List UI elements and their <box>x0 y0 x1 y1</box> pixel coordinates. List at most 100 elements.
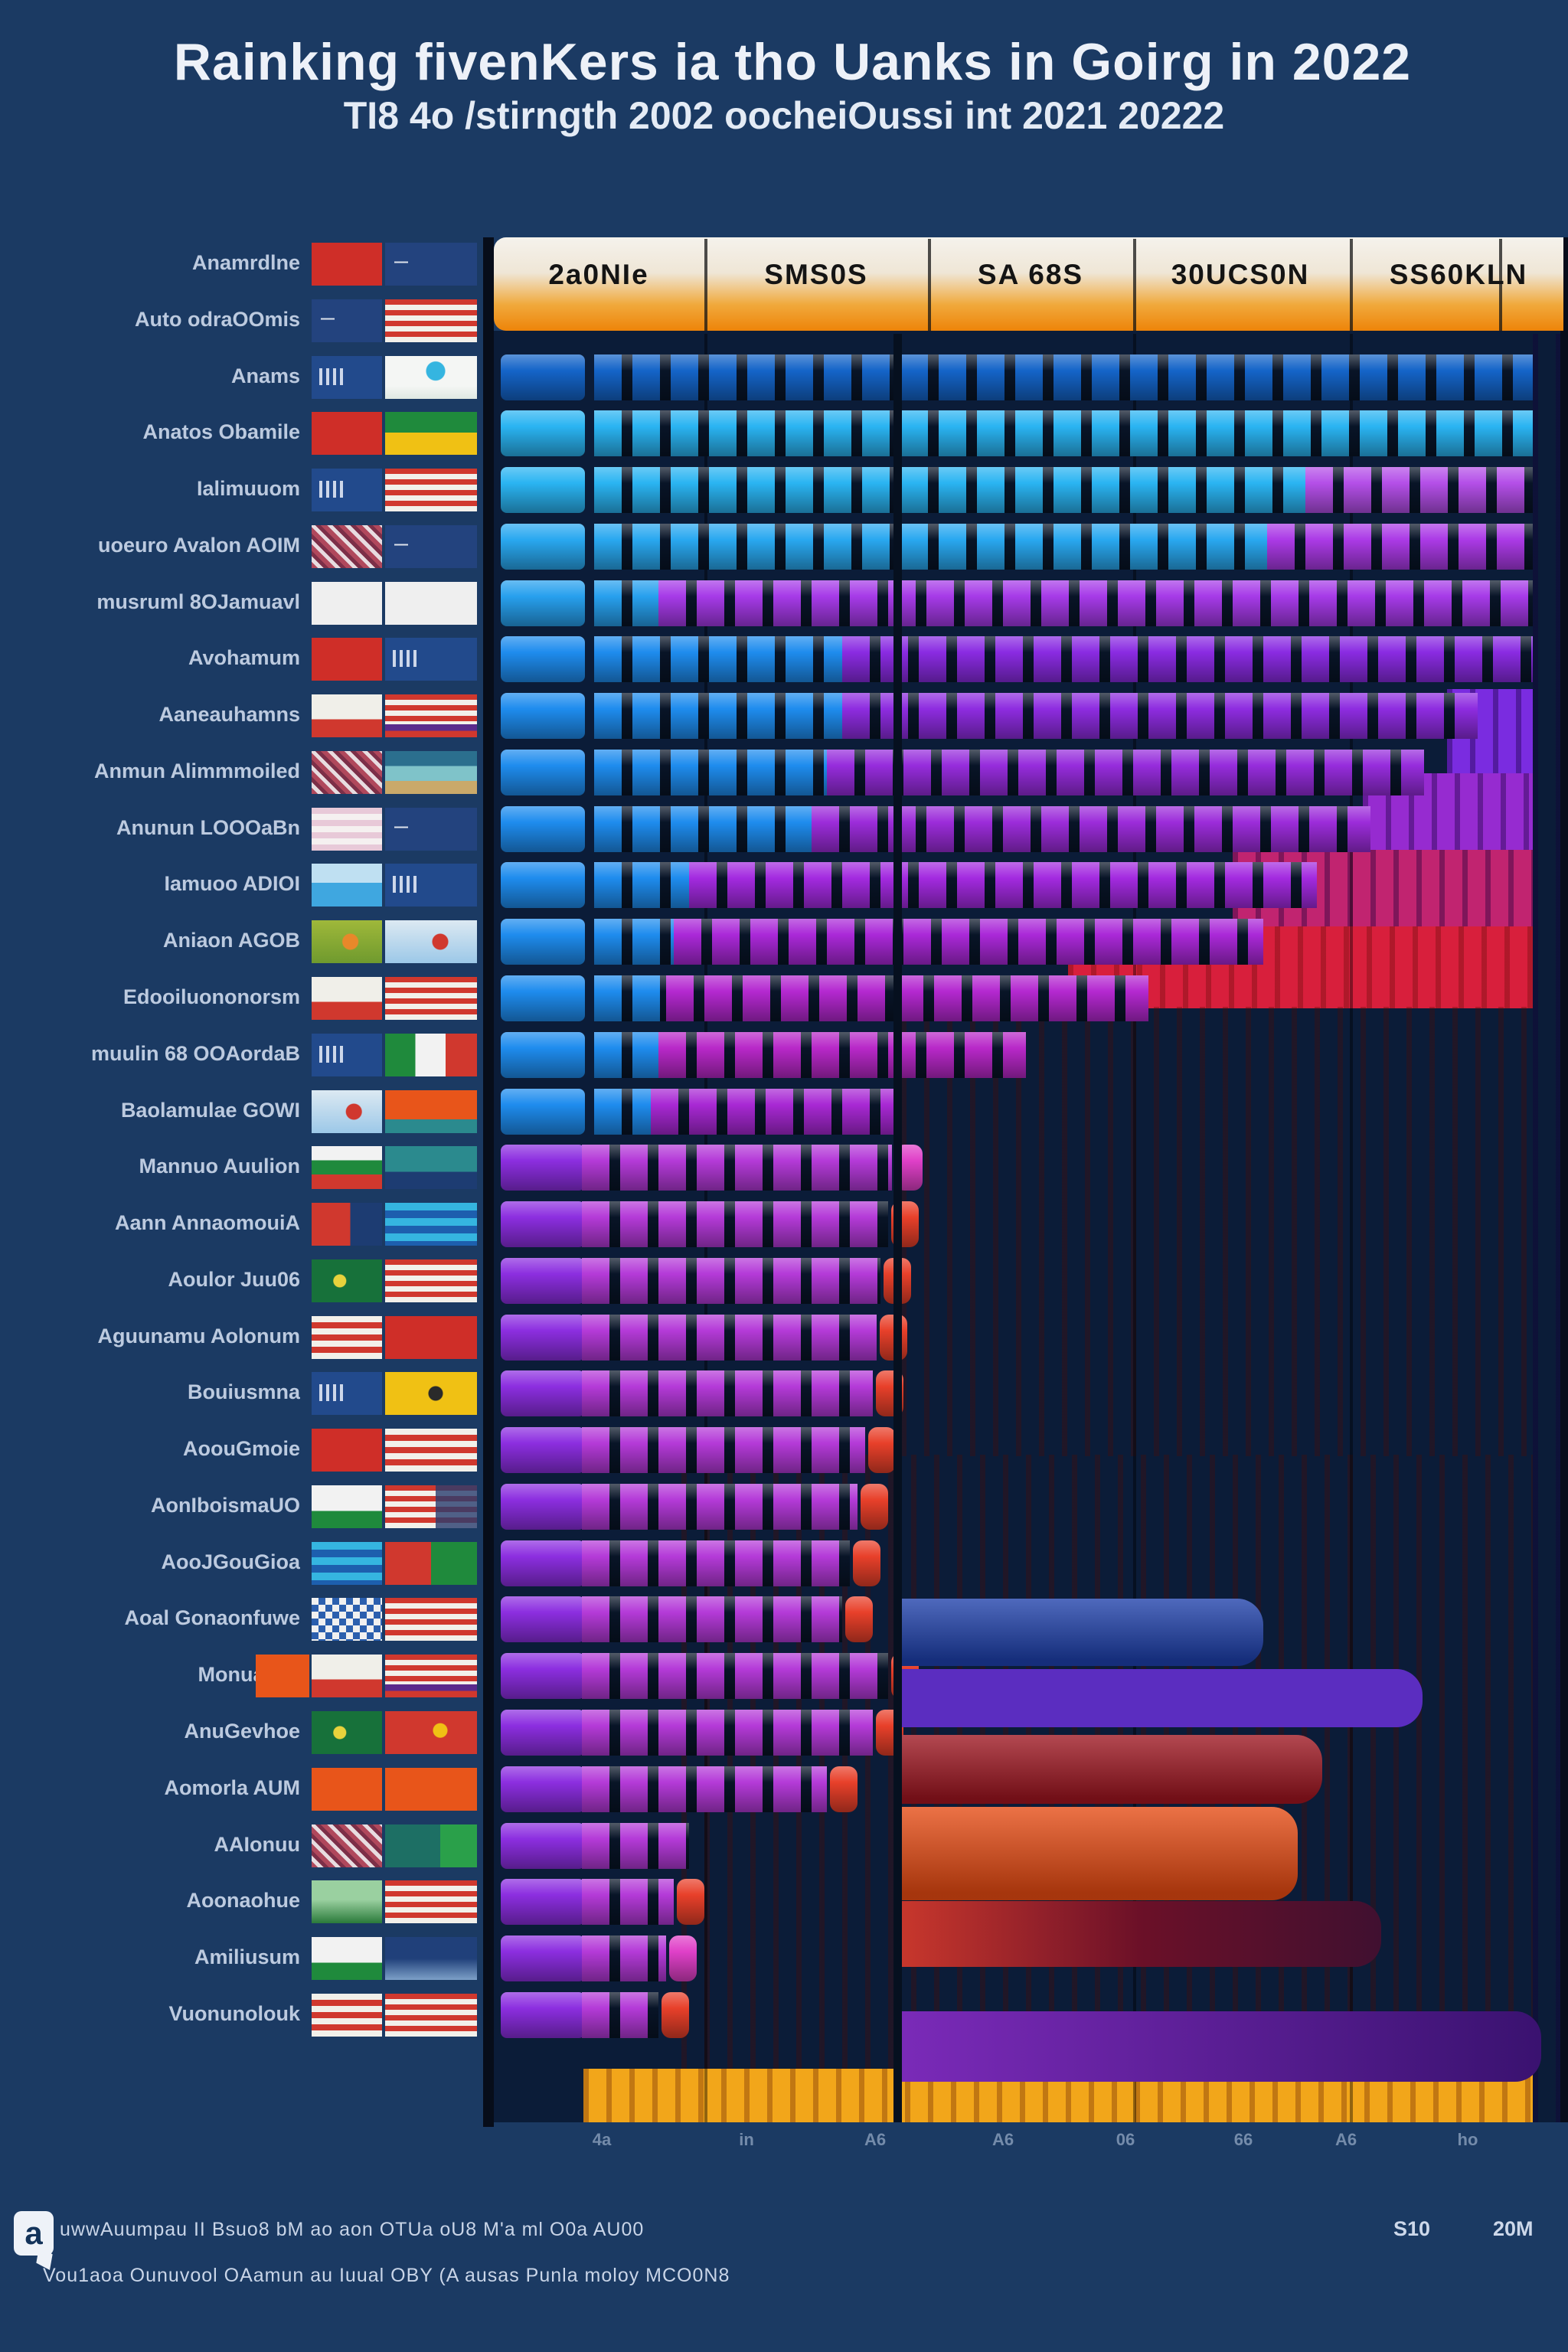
row-flag-1 <box>312 1259 382 1302</box>
row-flag-2 <box>385 1033 477 1076</box>
row-label: Mannuo Auulion <box>139 1155 300 1178</box>
row-flag-1 <box>312 1033 382 1076</box>
bar-purple <box>901 1669 1423 1727</box>
row-flag-2 <box>385 1993 477 2037</box>
row-label: AonIboismaUO <box>150 1493 300 1517</box>
bar-left-block <box>501 1314 585 1361</box>
row-flag-2 <box>385 1485 477 1528</box>
row-label: muulin 68 OOAordaB <box>90 1041 300 1065</box>
header-column-separator <box>704 239 707 331</box>
bar-segment-secondary <box>1267 523 1533 570</box>
bar-left-block <box>501 410 585 457</box>
footer-source-line2: Vou1aoa Ounuvool OAamun au Iuual OBY (A … <box>43 2265 730 2286</box>
row-label: uoeuro Avalon AOIM <box>97 533 300 557</box>
row-flag-1 <box>312 524 382 568</box>
row-label: Auto odraOOmis <box>134 307 300 331</box>
row-flag-2 <box>385 1880 477 1924</box>
header-column-label: SS60KLN <box>1389 259 1528 290</box>
row-label: Edooiluononorsm <box>123 985 300 1008</box>
row-flag-1 <box>312 807 382 851</box>
row-flag-2 <box>385 299 477 342</box>
row-label: Ialimuuom <box>196 477 300 501</box>
bar-left-block <box>501 1031 585 1078</box>
bar-left-block <box>501 693 585 740</box>
x-axis-tick: 06 <box>1116 2130 1135 2149</box>
header-column-label: 30UCS0N <box>1171 259 1310 290</box>
x-axis-tick: A6 <box>991 2130 1014 2149</box>
bar-left-block <box>501 1427 585 1474</box>
row-flag-2 <box>385 1711 477 1755</box>
row-label: Avohamum <box>188 646 300 670</box>
row-flag-1 <box>312 1767 382 1811</box>
bar-navy <box>901 1599 1263 1666</box>
chart-header-band <box>494 237 1563 331</box>
row-flag-2 <box>385 355 477 399</box>
footer-source-line1: uwwAuumpau II Bsuo8 bM ao aon OTUa oU8 M… <box>60 2219 645 2240</box>
bar-left-block <box>501 1145 585 1191</box>
bar-end-tip <box>677 1879 704 1926</box>
row-flag-1 <box>312 638 382 681</box>
row-flag-2 <box>385 1146 477 1190</box>
header-column-separator <box>928 239 931 331</box>
row-flag-1 <box>312 1598 382 1642</box>
row-label: Anams <box>230 364 300 387</box>
row-label: AnuGevhoe <box>184 1720 300 1743</box>
bar-left-block <box>501 1540 585 1586</box>
bar-segment-primary <box>594 354 1533 400</box>
bar-orangered <box>901 1807 1298 1900</box>
row-flag-2 <box>385 1259 477 1302</box>
row-label: musruml 8OJamuavl <box>96 590 300 613</box>
row-flag-1 <box>312 469 382 512</box>
bar-segment-primary <box>594 693 842 740</box>
row-flag-1 <box>312 412 382 456</box>
bar-segment-secondary <box>827 749 1424 795</box>
row-flag-1 <box>312 1655 382 1698</box>
row-label: Anunun LOOOaBn <box>116 815 300 839</box>
row-label: Anmun Alimmmoiled <box>93 759 300 782</box>
chart-right-border <box>1560 237 1568 2122</box>
bar-segment-secondary <box>674 919 1263 965</box>
row-flag-2 <box>385 524 477 568</box>
bar-segment-secondary <box>689 862 1317 909</box>
row-flag-1 <box>312 1485 382 1528</box>
footer-note-right: 20M <box>1493 2217 1534 2240</box>
bar-left-block <box>501 1991 585 2038</box>
row-flag-1 <box>312 977 382 1020</box>
row-flag-2 <box>385 807 477 851</box>
bar-left-block <box>501 805 585 852</box>
footer-note-left: S10 <box>1393 2217 1431 2240</box>
bar-left-block <box>501 1766 585 1812</box>
bar-segment-secondary <box>582 1370 873 1417</box>
gradient-field-step <box>901 1007 1533 1456</box>
header-column-label: 2a0NIe <box>548 259 649 290</box>
bar-end-tip <box>853 1540 880 1586</box>
bar-left-block <box>501 636 585 683</box>
row-label: Aomorla AUM <box>164 1775 300 1799</box>
row-flag-2 <box>385 1315 477 1359</box>
bar-left-block <box>501 523 585 570</box>
bar-segment-secondary <box>582 1710 873 1756</box>
gradient-field-step <box>1533 334 1560 2122</box>
row-flag-2 <box>385 1089 477 1133</box>
row-flag-1 <box>312 355 382 399</box>
header-column-separator <box>1133 239 1136 331</box>
header-column-separator <box>1350 239 1353 331</box>
bar-left-block <box>501 1596 585 1643</box>
bar-left-block <box>501 467 585 514</box>
chart-grid-line <box>1350 334 1353 2122</box>
row-flag-1 <box>312 864 382 907</box>
x-axis-tick: A6 <box>864 2130 887 2149</box>
bar-left-block <box>501 1653 585 1700</box>
bar-segment-secondary <box>582 1314 877 1361</box>
bar-segment-secondary <box>582 1257 880 1304</box>
bar-segment-primary <box>594 862 689 909</box>
row-label: AoouGmoie <box>183 1437 300 1461</box>
bar-segment-secondary <box>582 1936 666 1982</box>
row-label: Baolamulae GOWI <box>120 1098 300 1122</box>
row-flag-2 <box>385 1372 477 1416</box>
bar-left-block <box>501 749 585 795</box>
row-flag-2 <box>385 920 477 964</box>
bar-segment-primary <box>594 1088 651 1135</box>
bar-end-tip <box>868 1427 896 1474</box>
bar-end-tip <box>861 1483 888 1530</box>
